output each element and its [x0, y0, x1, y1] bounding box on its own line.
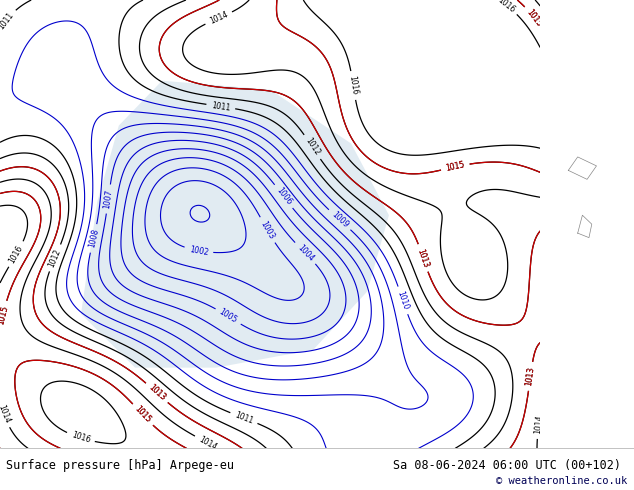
Text: 1016: 1016	[347, 75, 359, 96]
Text: 1014: 1014	[533, 415, 544, 435]
Text: 1016: 1016	[496, 0, 516, 14]
Text: 1014: 1014	[208, 10, 230, 26]
Text: 1003: 1003	[259, 220, 276, 241]
Text: 1013: 1013	[146, 383, 167, 403]
Text: 1015: 1015	[0, 304, 10, 325]
Text: 1013: 1013	[525, 366, 536, 387]
Text: 1012: 1012	[303, 137, 321, 157]
Text: 1013: 1013	[416, 247, 430, 269]
Text: 1013: 1013	[416, 247, 430, 269]
Text: 1015: 1015	[0, 304, 10, 325]
Text: Surface pressure [hPa] Arpege-eu: Surface pressure [hPa] Arpege-eu	[6, 459, 235, 471]
Text: 1011: 1011	[233, 411, 254, 426]
Text: 1015: 1015	[445, 160, 465, 173]
Text: 1012: 1012	[47, 247, 63, 269]
Text: Sa 08-06-2024 06:00 UTC (00+102): Sa 08-06-2024 06:00 UTC (00+102)	[393, 459, 621, 471]
Text: 1002: 1002	[188, 245, 209, 257]
Text: 1007: 1007	[103, 189, 114, 209]
Text: 1015: 1015	[525, 8, 544, 28]
Text: 1008: 1008	[87, 228, 100, 249]
Text: 1014: 1014	[197, 435, 218, 452]
Text: 1009: 1009	[330, 210, 350, 230]
Text: 1006: 1006	[274, 186, 293, 207]
Text: 1016: 1016	[8, 244, 25, 265]
Text: 1015: 1015	[525, 8, 544, 28]
Text: © weatheronline.co.uk: © weatheronline.co.uk	[496, 476, 628, 486]
Text: 1015: 1015	[445, 160, 465, 173]
Text: 1014: 1014	[0, 403, 11, 424]
Text: 1011: 1011	[0, 11, 15, 31]
Text: 1013: 1013	[525, 366, 536, 387]
Text: 1005: 1005	[217, 308, 239, 325]
Polygon shape	[81, 81, 389, 368]
Text: 1015: 1015	[133, 405, 153, 425]
Text: 1011: 1011	[210, 100, 231, 112]
Text: 1010: 1010	[396, 290, 410, 311]
Text: 1013: 1013	[146, 383, 167, 403]
Text: 1004: 1004	[295, 243, 315, 263]
Text: 1016: 1016	[70, 431, 91, 445]
Text: 1015: 1015	[133, 405, 153, 425]
